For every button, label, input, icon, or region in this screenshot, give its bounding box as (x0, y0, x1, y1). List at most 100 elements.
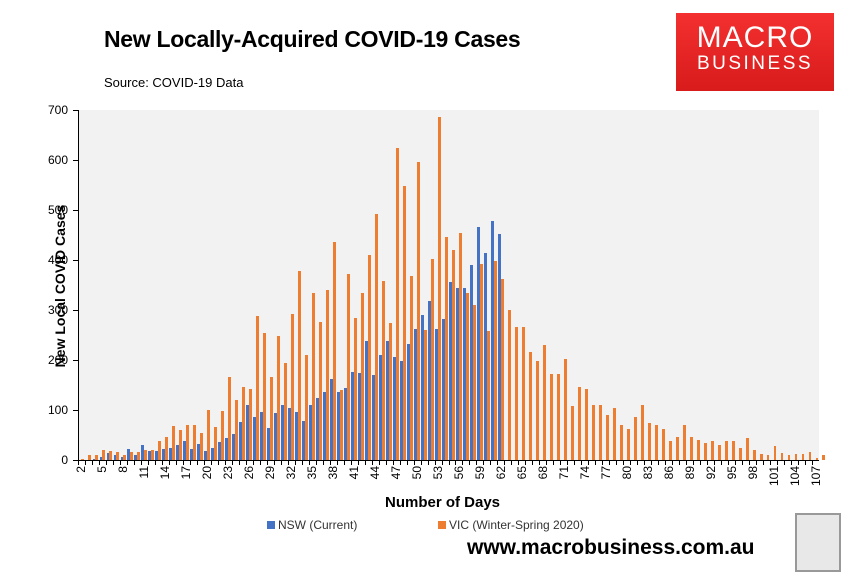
vic-bar (647, 423, 651, 460)
nsw-bar (484, 252, 487, 460)
nsw-bar (113, 454, 117, 460)
nsw-bar (288, 408, 292, 460)
x-tick-mark (777, 460, 779, 465)
x-tick-mark (217, 460, 219, 465)
x-tick-mark (343, 460, 345, 465)
nsw-bar (442, 319, 445, 460)
x-tick-mark (112, 460, 114, 465)
vic-bar (780, 453, 784, 460)
y-tick-mark (73, 210, 78, 211)
y-axis (78, 110, 79, 461)
x-tick-label: 5 (95, 466, 110, 473)
y-tick-mark (73, 260, 78, 261)
vic-bar (123, 455, 127, 460)
nsw-bar (358, 372, 362, 460)
x-tick-mark (329, 460, 331, 465)
x-tick-mark (511, 460, 513, 465)
x-tick-mark (574, 460, 576, 465)
x-tick-label: 98 (745, 466, 760, 480)
x-tick-mark (280, 460, 282, 465)
x-tick-mark (119, 460, 121, 465)
x-tick-mark (616, 460, 618, 465)
x-tick-mark (476, 460, 478, 465)
x-tick-mark (84, 460, 86, 465)
vic-bar (256, 315, 260, 460)
y-tick-label: 200 (47, 353, 68, 367)
x-tick-label: 53 (431, 466, 445, 480)
x-tick-mark (182, 460, 184, 465)
x-tick-mark (539, 460, 541, 465)
nsw-swatch (267, 521, 275, 529)
vic-bar (808, 451, 812, 460)
vic-bar (263, 332, 267, 460)
nsw-bar (386, 341, 390, 460)
vic-bar (340, 390, 344, 460)
x-tick-mark (420, 460, 422, 465)
nsw-bar (169, 447, 173, 460)
nsw-bar (155, 451, 159, 460)
vic-bar (507, 310, 511, 460)
nsw-bar (190, 448, 194, 460)
vic-bar (451, 249, 455, 460)
vic-bar (347, 273, 351, 460)
x-tick-mark (595, 460, 597, 465)
x-tick-mark (623, 460, 625, 465)
vic-bar (389, 323, 392, 460)
vic-bar (465, 292, 469, 460)
vic-bar (486, 331, 490, 460)
nsw-bar (372, 375, 376, 460)
x-tick-label: 107 (808, 466, 823, 487)
nsw-bar (141, 445, 145, 460)
x-tick-mark (455, 460, 457, 465)
x-tick-label: 92 (703, 466, 718, 480)
legend-item-vic: VIC (Winter-Spring 2020) (438, 518, 584, 532)
vic-bar (382, 280, 385, 460)
x-tick-mark (399, 460, 401, 465)
vic-bar (500, 279, 504, 460)
vic-bar (633, 417, 637, 460)
x-tick-mark (196, 460, 198, 465)
vic-swatch (438, 521, 446, 529)
x-tick-mark (336, 460, 338, 465)
x-tick-label: 14 (158, 466, 173, 480)
nsw-bar (183, 441, 187, 460)
x-tick-mark (728, 460, 730, 465)
y-tick-label: 700 (47, 103, 68, 117)
vic-bar (773, 446, 777, 460)
x-tick-mark (714, 460, 716, 465)
x-axis-label: Number of Days (385, 494, 501, 511)
logo-line1: MACRO (696, 21, 814, 54)
x-tick-mark (210, 460, 212, 465)
vic-bar (396, 147, 399, 460)
x-tick-label: 74 (577, 466, 592, 480)
x-tick-mark (700, 460, 702, 465)
nsw-bar (330, 378, 334, 460)
vic-bar (319, 322, 323, 460)
x-tick-mark (413, 460, 415, 465)
vic-bar (801, 453, 805, 460)
vic-bar (200, 432, 204, 460)
vic-bar (654, 424, 658, 460)
vic-bar (528, 352, 532, 460)
nsw-bar (92, 459, 96, 460)
vic-bar (179, 430, 183, 460)
y-tick-label: 0 (61, 453, 68, 467)
x-tick-mark (525, 460, 527, 465)
nsw-bar (302, 420, 306, 460)
x-tick-mark (322, 460, 324, 465)
x-tick-mark (756, 460, 758, 465)
x-tick-label: 29 (263, 466, 278, 480)
nsw-bar (204, 451, 208, 460)
y-tick-mark (73, 110, 78, 111)
nsw-bar (477, 227, 480, 460)
vic-bar (535, 360, 539, 460)
vic-bar (172, 426, 176, 460)
vic-bar (137, 451, 141, 460)
nsw-bar (337, 391, 341, 460)
x-tick-label: 8 (116, 466, 131, 473)
x-tick-mark (238, 460, 240, 465)
vic-bar (787, 455, 791, 460)
y-tick-label: 600 (47, 153, 68, 167)
vic-bar (682, 425, 686, 460)
vic-bar (305, 355, 309, 460)
